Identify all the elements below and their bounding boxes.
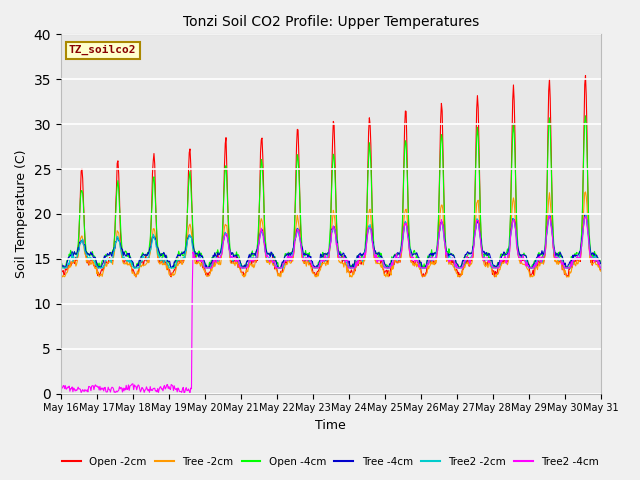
Title: Tonzi Soil CO2 Profile: Upper Temperatures: Tonzi Soil CO2 Profile: Upper Temperatur… — [182, 15, 479, 29]
Y-axis label: Soil Temperature (C): Soil Temperature (C) — [15, 150, 28, 278]
X-axis label: Time: Time — [316, 419, 346, 432]
Text: TZ_soilco2: TZ_soilco2 — [69, 45, 136, 55]
Legend: Open -2cm, Tree -2cm, Open -4cm, Tree -4cm, Tree2 -2cm, Tree2 -4cm: Open -2cm, Tree -2cm, Open -4cm, Tree -4… — [58, 453, 604, 471]
